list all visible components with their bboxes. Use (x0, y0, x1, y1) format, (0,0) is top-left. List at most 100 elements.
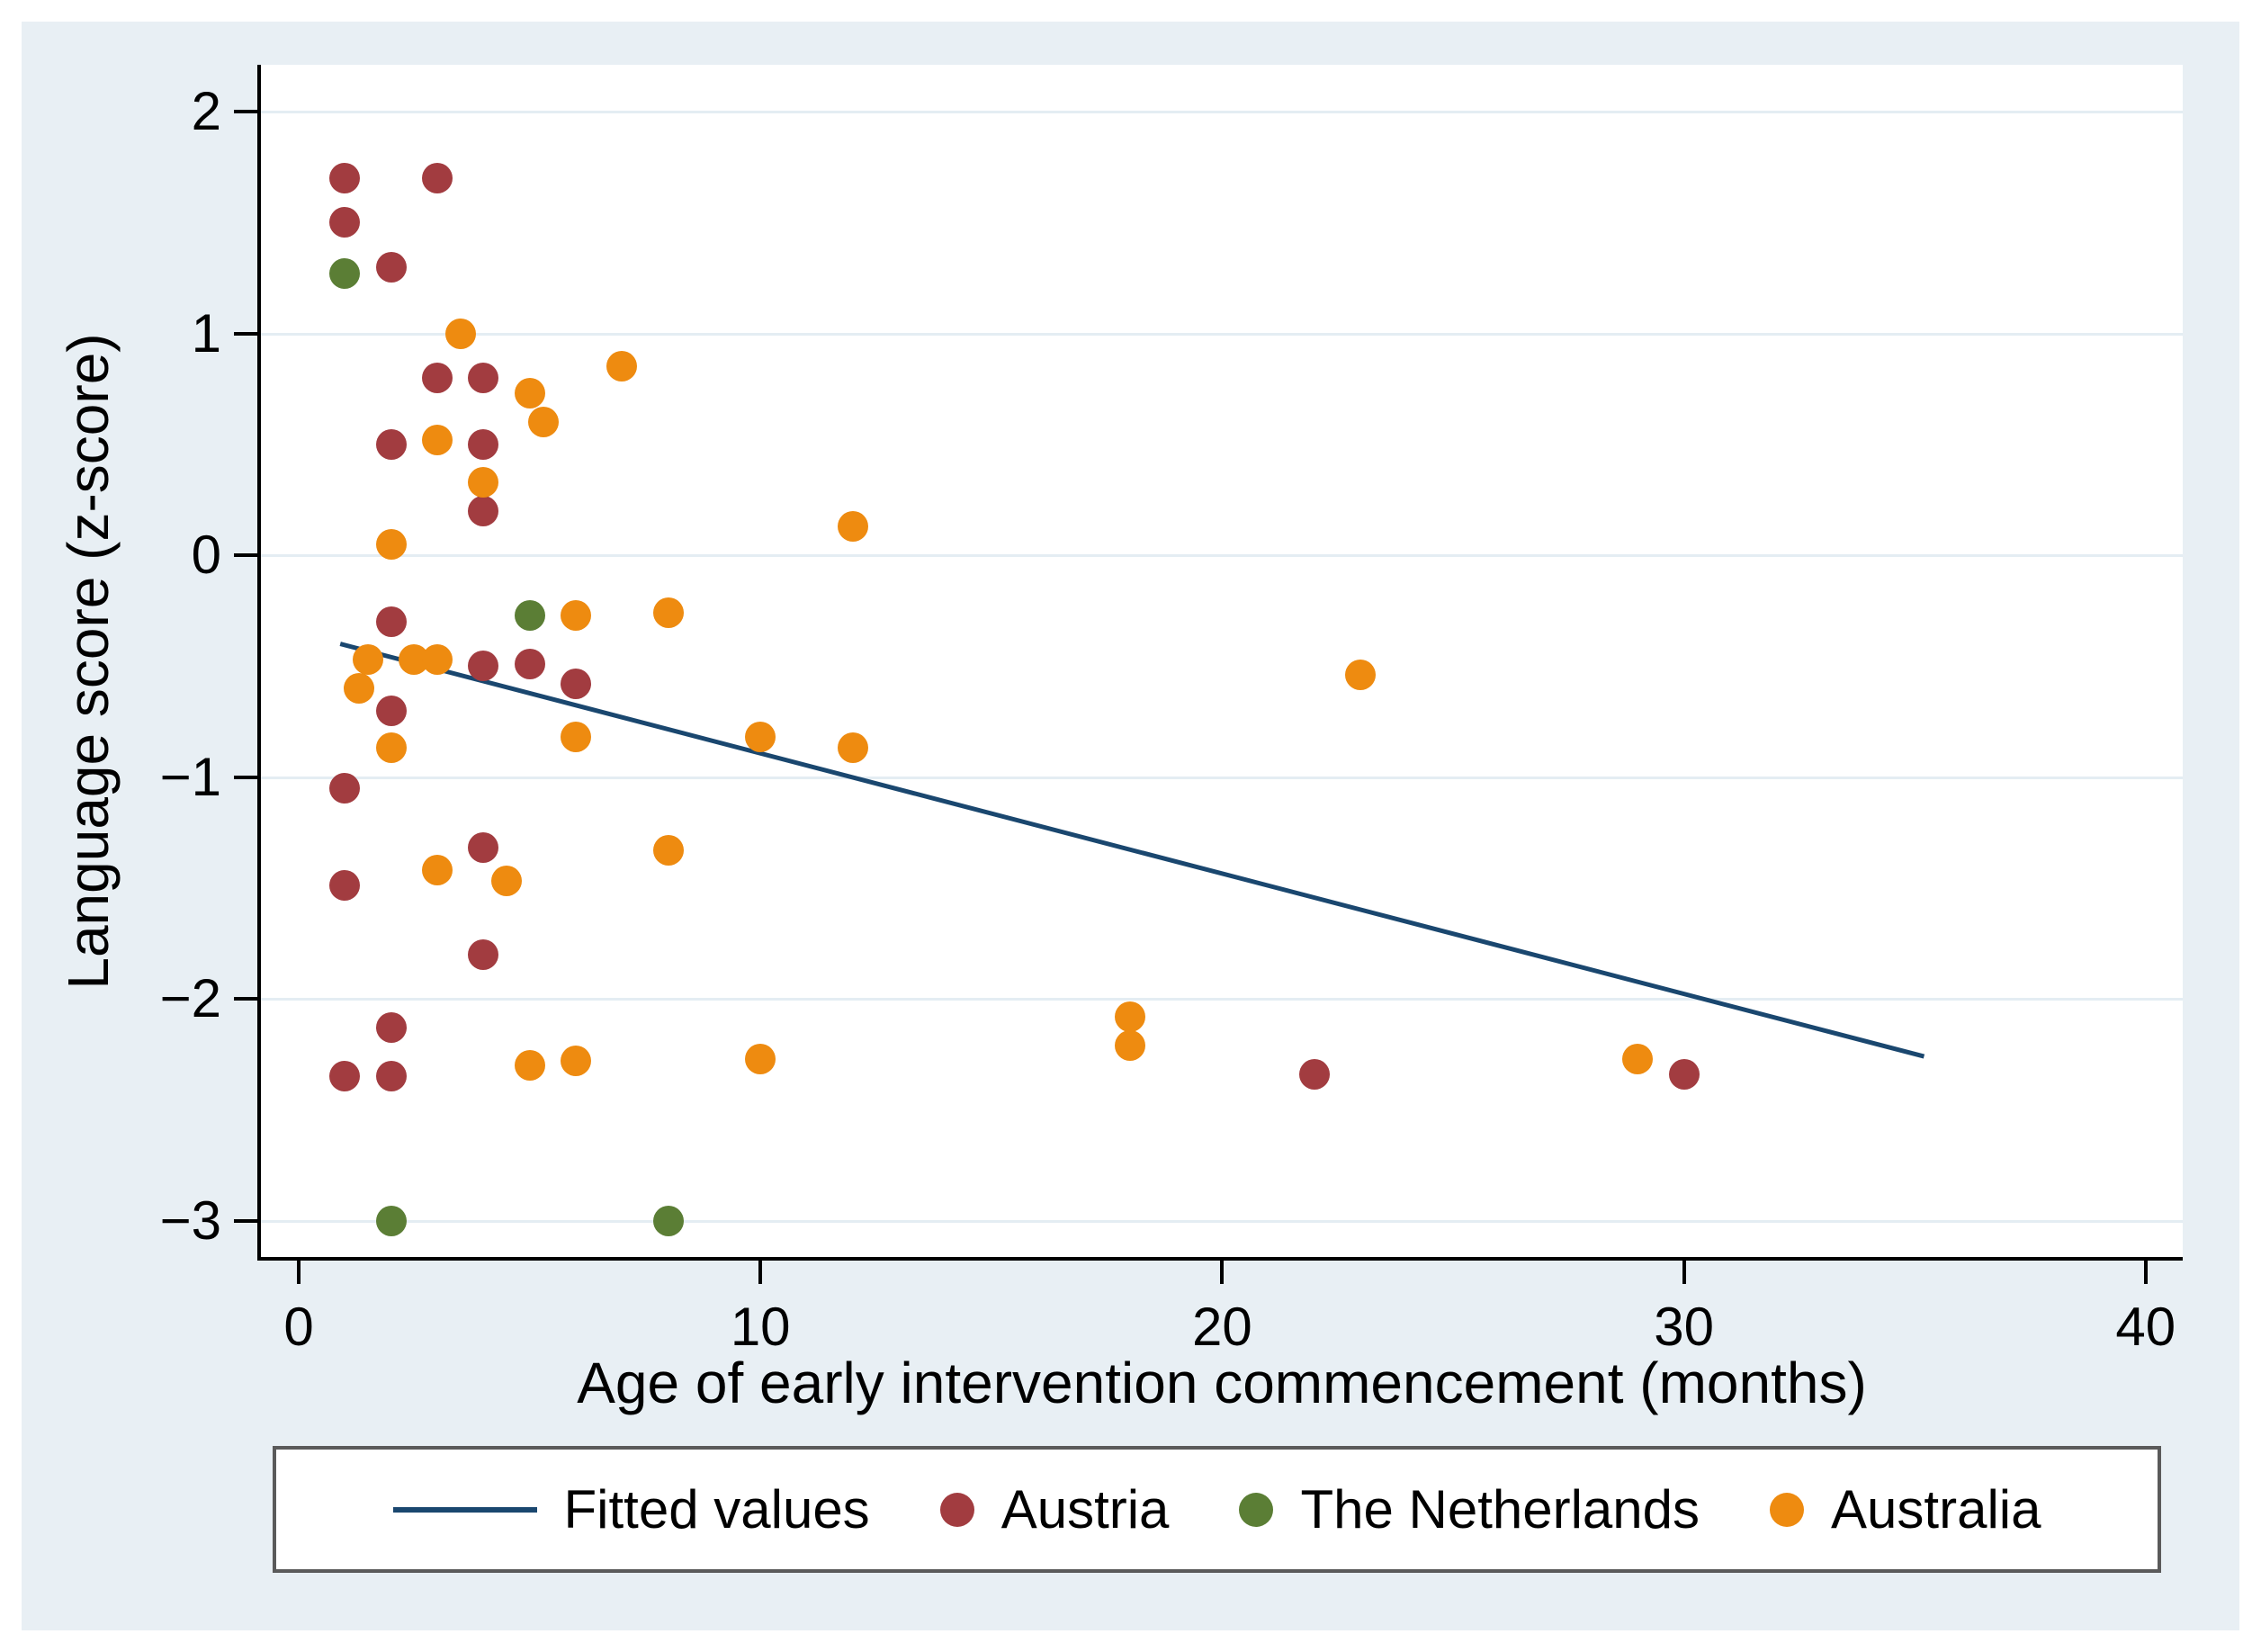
gridline-y-1 (261, 332, 2183, 336)
data-point-australia (560, 722, 591, 753)
y-tick-label: −2 (159, 968, 221, 1028)
y-tick-1 (234, 331, 257, 336)
data-point-austria (560, 668, 591, 699)
data-point-australia (745, 722, 776, 753)
y-tick-label: 2 (191, 81, 221, 141)
data-point-australia (1622, 1043, 1654, 1074)
data-point-austria (468, 428, 499, 460)
gridline-y-2 (261, 111, 2183, 113)
data-point-austria (375, 428, 407, 460)
data-point-australia (444, 318, 476, 349)
gridline-y-0 (261, 554, 2183, 557)
data-point-australia (468, 466, 499, 498)
y-axis-line (257, 65, 261, 1261)
legend-item-australia: Australia (1770, 1478, 2041, 1540)
data-point-austria (375, 251, 407, 283)
y-tick-2 (234, 110, 257, 113)
legend-dot-swatch (1770, 1492, 1805, 1527)
data-point-austria (1668, 1058, 1700, 1090)
data-point-austria (421, 362, 453, 393)
data-point-the-netherlands (375, 1205, 407, 1236)
data-point-austria (375, 1012, 407, 1044)
y-tick--2 (234, 997, 257, 1001)
x-tick-0 (297, 1261, 301, 1284)
data-point-austria (468, 651, 499, 682)
legend-item-the-netherlands: The Netherlands (1239, 1478, 1700, 1540)
y-tick--3 (234, 1218, 257, 1223)
y-tick--1 (234, 775, 257, 779)
x-tick-label: 30 (1654, 1297, 1714, 1357)
data-point-austria (329, 1061, 361, 1092)
data-point-austria (468, 362, 499, 393)
fitted-line (339, 642, 1925, 1059)
legend-label: Australia (1831, 1478, 2041, 1540)
data-point-the-netherlands (652, 1205, 684, 1236)
plot-area (261, 65, 2183, 1257)
x-tick-label: 10 (730, 1297, 791, 1357)
gridline-y--3 (261, 1219, 2183, 1223)
data-point-austria (1299, 1058, 1331, 1090)
x-tick-label: 40 (2115, 1297, 2176, 1357)
data-point-australia (421, 855, 453, 886)
data-point-austria (329, 162, 361, 193)
data-point-australia (560, 1046, 591, 1077)
data-point-australia (837, 510, 868, 542)
x-tick-40 (2143, 1261, 2148, 1284)
data-point-australia (527, 407, 559, 438)
data-point-australia (375, 528, 407, 560)
legend-dot-swatch (939, 1492, 974, 1527)
legend-label: The Netherlands (1300, 1478, 1700, 1540)
data-point-australia (652, 597, 684, 629)
x-tick-30 (1682, 1261, 1686, 1284)
data-point-australia (514, 1049, 545, 1081)
data-point-australia (352, 643, 383, 675)
data-point-austria (468, 832, 499, 864)
gridline-y--1 (261, 776, 2183, 779)
fitted-line-layer (339, 642, 1925, 1059)
x-tick-label: 0 (283, 1297, 314, 1357)
data-point-australia (490, 866, 522, 897)
data-point-australia (1345, 660, 1377, 691)
legend-box: Fitted values Austria The Netherlands Austr… (273, 1446, 2161, 1573)
gridline-y--2 (261, 998, 2183, 1001)
y-tick-label: −3 (159, 1190, 221, 1251)
legend-label: Austria (1000, 1478, 1170, 1540)
data-point-australia (421, 424, 453, 455)
legend-item-austria: Austria (939, 1478, 1170, 1540)
data-point-austria (375, 1061, 407, 1092)
x-tick-10 (758, 1261, 763, 1284)
data-point-austria (421, 162, 453, 193)
legend-dot-swatch (1239, 1492, 1274, 1527)
y-tick-0 (234, 553, 257, 557)
data-point-austria (329, 870, 361, 902)
data-point-australia (375, 732, 407, 764)
data-point-australia (606, 351, 638, 382)
legend-label: Fitted values (563, 1478, 870, 1540)
data-point-australia (421, 643, 453, 675)
data-point-austria (468, 938, 499, 970)
data-point-austria (375, 695, 407, 726)
data-point-austria (468, 495, 499, 526)
y-axis-title: Language score (z-score) (56, 332, 121, 990)
data-point-austria (514, 648, 545, 679)
y-tick-label: 0 (191, 525, 221, 585)
legend-line-swatch (392, 1506, 537, 1513)
data-point-the-netherlands (514, 599, 545, 631)
data-point-austria (375, 606, 407, 637)
x-tick-label: 20 (1192, 1297, 1252, 1357)
data-point-australia (1114, 1001, 1145, 1032)
data-point-australia (514, 378, 545, 409)
y-tick-label: −1 (159, 746, 221, 807)
data-point-austria (329, 207, 361, 238)
data-point-the-netherlands (329, 257, 361, 289)
y-tick-label: 1 (191, 302, 221, 364)
data-point-australia (1114, 1029, 1145, 1061)
scatter-figure: Age of early intervention commencement (… (22, 22, 2239, 1630)
data-point-australia (745, 1043, 776, 1074)
x-axis-line (257, 1257, 2183, 1261)
data-point-austria (329, 772, 361, 804)
legend-item-fitted-values: Fitted values (392, 1478, 870, 1540)
data-point-australia (837, 732, 868, 764)
x-axis-title: Age of early intervention commencement (… (577, 1351, 1867, 1415)
